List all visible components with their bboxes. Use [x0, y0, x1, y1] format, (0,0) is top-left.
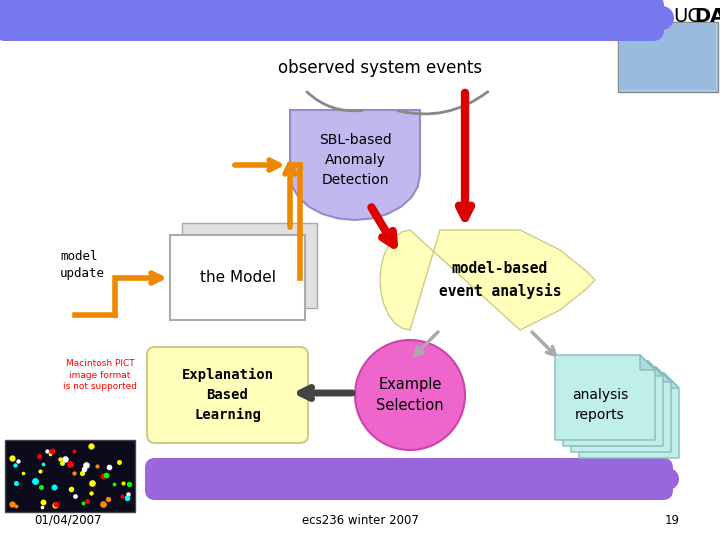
Text: observed system events: observed system events	[278, 59, 482, 77]
Polygon shape	[648, 361, 663, 376]
Polygon shape	[290, 110, 420, 220]
Polygon shape	[380, 230, 595, 330]
Text: analysis
reports: analysis reports	[572, 388, 628, 422]
FancyBboxPatch shape	[0, 0, 664, 41]
Text: Macintosh PICT
image format
is not supported: Macintosh PICT image format is not suppo…	[63, 360, 137, 390]
Polygon shape	[555, 355, 655, 440]
FancyBboxPatch shape	[618, 22, 718, 92]
Text: ecs236 winter 2007: ecs236 winter 2007	[302, 514, 418, 526]
Polygon shape	[579, 373, 679, 458]
Text: 01/04/2007: 01/04/2007	[35, 514, 102, 526]
Text: DAVIS: DAVIS	[694, 8, 720, 26]
Polygon shape	[571, 367, 671, 452]
Text: Explanation
Based
Learning: Explanation Based Learning	[181, 368, 274, 422]
Circle shape	[650, 6, 674, 30]
FancyBboxPatch shape	[145, 458, 673, 500]
FancyBboxPatch shape	[5, 440, 135, 512]
Text: Example
Selection: Example Selection	[376, 377, 444, 413]
Polygon shape	[563, 361, 663, 446]
FancyBboxPatch shape	[620, 24, 716, 90]
Polygon shape	[640, 355, 655, 370]
Text: the Model: the Model	[199, 270, 276, 285]
Text: 19: 19	[665, 514, 680, 526]
Circle shape	[657, 468, 679, 490]
Text: model
update: model update	[60, 250, 105, 280]
FancyBboxPatch shape	[170, 235, 305, 320]
FancyBboxPatch shape	[147, 347, 308, 443]
Text: UC: UC	[673, 8, 701, 26]
Text: SBL-based
Anomaly
Detection: SBL-based Anomaly Detection	[319, 133, 392, 186]
Circle shape	[355, 340, 465, 450]
Text: model-based
event analysis: model-based event analysis	[438, 261, 562, 299]
Polygon shape	[664, 373, 679, 388]
FancyBboxPatch shape	[182, 223, 317, 308]
Polygon shape	[656, 367, 671, 382]
